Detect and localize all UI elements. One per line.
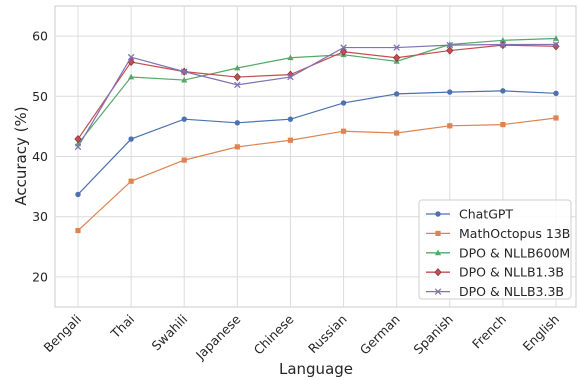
series-group [74,35,560,234]
data-point [128,178,134,184]
x-axis-ticks: Bengali Thai Swahili Japanese Chinese Russian… [40,311,562,363]
data-point [499,41,507,48]
x-tick-label: Spanish [410,312,456,358]
y-tick-label: 40 [32,149,48,164]
data-point [446,41,454,49]
data-point [287,73,294,81]
series-line [77,43,556,148]
data-point [234,120,241,126]
x-tick-label: Swahili [149,312,191,354]
data-point [234,81,241,89]
data-point [553,90,559,96]
data-point [287,54,294,61]
data-point [127,53,135,61]
legend-label: DPO & NLLB1.3B [459,265,564,280]
series-1 [75,115,559,234]
legend-label: ChatGPT [459,207,513,222]
data-point [287,116,294,122]
data-point [180,68,188,75]
y-tick-label: 50 [32,89,48,104]
series-line [77,90,557,195]
y-axis-ticks: 20 30 40 50 60 [32,29,48,285]
data-point [181,116,187,122]
data-point [75,191,81,198]
data-point [234,64,241,71]
legend: ChatGPT MathOctopus 13B DPO & NLLB600M DPO … [418,199,572,300]
legend-marker [434,249,442,256]
legend-marker [435,211,441,217]
legend-item: MathOctopus 13B [426,226,570,241]
data-point [75,227,81,234]
y-axis-title: Accuracy (%) [12,106,30,205]
y-tick-label: 20 [32,269,48,284]
legend-item: DPO & NLLB3.3B [426,284,564,299]
data-point [181,157,187,163]
x-tick-label: Bengali [40,312,84,356]
data-point [552,35,560,41]
x-tick-label: Chinese [251,311,297,357]
data-point [340,44,347,51]
legend-box [418,199,572,300]
x-tick-label: German [357,312,403,358]
data-point [499,37,506,43]
legend-label: DPO & NLLB600M [459,245,570,260]
x-tick-label: Russian [305,312,350,357]
x-tick-label: French [469,312,509,352]
data-point [128,136,134,142]
legend-item: DPO & NLLB1.3B [426,265,564,280]
data-point [340,128,347,134]
x-tick-label: Japanese [192,311,244,363]
data-point [128,73,135,80]
legend-marker [435,230,441,236]
data-point [287,137,294,143]
legend-item: ChatGPT [426,207,513,222]
data-point [500,121,506,128]
x-tick-label: Thai [107,312,137,342]
series-line [77,44,557,140]
data-point [74,134,82,144]
data-point [234,144,240,150]
data-point [393,91,400,97]
legend-marker [434,268,442,277]
data-point [552,41,560,48]
legend-marker [434,288,442,295]
series-line [77,37,557,145]
x-tick-label: English [520,312,563,355]
series-line [77,117,557,231]
data-point [181,76,188,83]
data-point [393,53,401,62]
series-0 [75,88,559,198]
series-4 [74,41,560,151]
x-axis-title: Language [279,360,353,378]
data-point [447,89,453,95]
data-point [500,88,506,94]
y-tick-label: 30 [32,209,48,224]
data-point [447,123,453,129]
y-tick-label: 60 [32,29,48,44]
legend-label: MathOctopus 13B [459,226,570,241]
data-point [394,130,400,136]
data-point [74,143,82,151]
data-point [553,115,559,121]
data-point [340,100,347,106]
legend-item: DPO & NLLB600M [426,245,570,260]
data-point [446,46,454,55]
data-point [233,72,241,82]
legend-label: DPO & NLLB3.3B [459,284,564,299]
data-point [393,44,400,51]
